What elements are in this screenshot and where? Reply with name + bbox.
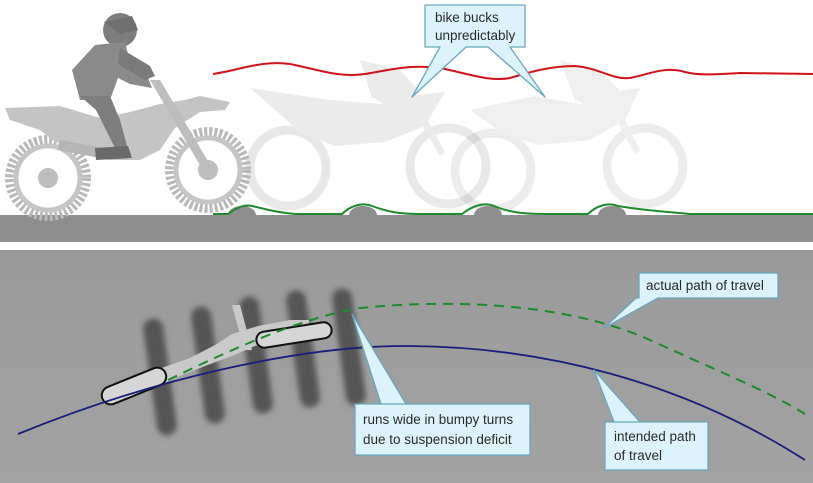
intended-path-line <box>17 345 806 461</box>
intended-path-callout: intended path of travel <box>593 369 709 471</box>
callout-text-line-1: bike bucks <box>435 10 499 25</box>
intended-path-text-line-2: of travel <box>614 448 662 463</box>
motorcycle-with-rider <box>5 13 251 221</box>
front-fork <box>150 80 212 172</box>
top-panel: bike bucks unpredictably <box>0 4 813 242</box>
panel-divider <box>0 242 813 250</box>
bike-bucks-callout: bike bucks unpredictably <box>411 4 546 98</box>
top-down-bike <box>100 305 333 406</box>
top-down-rear-tire <box>100 366 168 406</box>
callout-bubble <box>411 4 546 98</box>
ghost-bike-3 <box>450 60 688 214</box>
top-down-handlebar <box>232 305 252 350</box>
runs-wide-text-line-1: runs wide in bumpy turns <box>363 412 513 427</box>
runs-wide-bubble <box>351 313 531 456</box>
bottom-panel: actual path of travel runs wide in bumpy… <box>0 250 813 483</box>
intended-path-bubble <box>593 369 709 471</box>
actual-path-text: actual path of travel <box>646 278 764 293</box>
callout-text-line-2: unpredictably <box>435 28 516 43</box>
runs-wide-text-line-2: due to suspension deficit <box>363 432 512 447</box>
intended-path-text-line-1: intended path <box>614 429 696 444</box>
actual-path-line <box>167 302 806 415</box>
actual-path-bubble <box>603 272 779 329</box>
green-wheel-line <box>213 203 813 215</box>
red-motion-line <box>212 62 813 81</box>
ghost-bike-2 <box>245 60 491 211</box>
rear-wheel <box>5 135 91 221</box>
runs-wide-callout: runs wide in bumpy turns due to suspensi… <box>351 313 531 456</box>
top-down-front-tire <box>255 321 333 349</box>
actual-path-callout: actual path of travel <box>603 272 779 329</box>
rider <box>72 13 155 160</box>
road <box>0 215 813 242</box>
